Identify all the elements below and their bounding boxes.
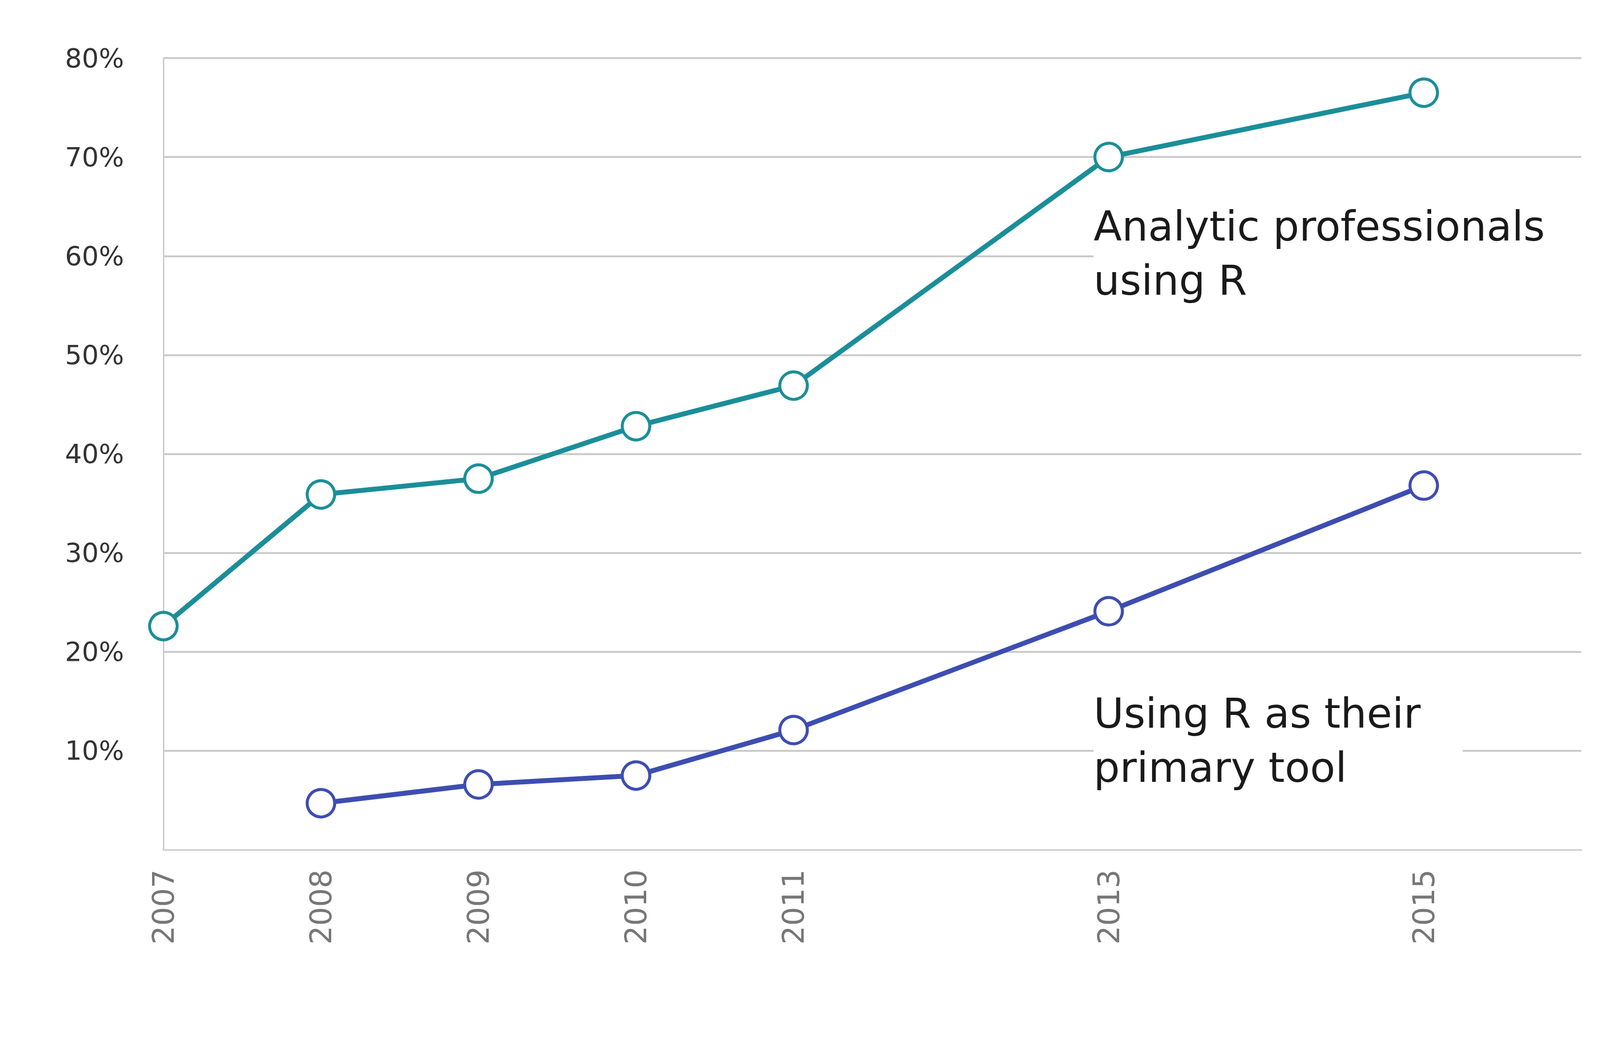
svg-text:2009: 2009 xyxy=(461,869,496,945)
svg-text:primary tool: primary tool xyxy=(1093,743,1348,792)
svg-text:10%: 10% xyxy=(64,735,125,767)
svg-text:2015: 2015 xyxy=(1406,869,1442,945)
svg-text:80%: 80% xyxy=(64,42,125,74)
svg-text:2008: 2008 xyxy=(303,869,339,945)
svg-text:Using R as their: Using R as their xyxy=(1093,689,1434,738)
svg-text:2010: 2010 xyxy=(618,869,654,945)
svg-text:20%: 20% xyxy=(64,636,125,668)
svg-text:70%: 70% xyxy=(64,141,125,173)
svg-text:Analytic professionals: Analytic professionals xyxy=(1093,202,1559,251)
svg-text:50%: 50% xyxy=(64,339,125,371)
svg-text:40%: 40% xyxy=(64,438,125,470)
svg-text:using R: using R xyxy=(1093,256,1248,305)
svg-text:30%: 30% xyxy=(64,537,125,569)
svg-text:2011: 2011 xyxy=(776,869,811,945)
svg-text:2013: 2013 xyxy=(1091,869,1127,945)
svg-text:60%: 60% xyxy=(64,240,125,272)
svg-text:2007: 2007 xyxy=(146,869,181,945)
